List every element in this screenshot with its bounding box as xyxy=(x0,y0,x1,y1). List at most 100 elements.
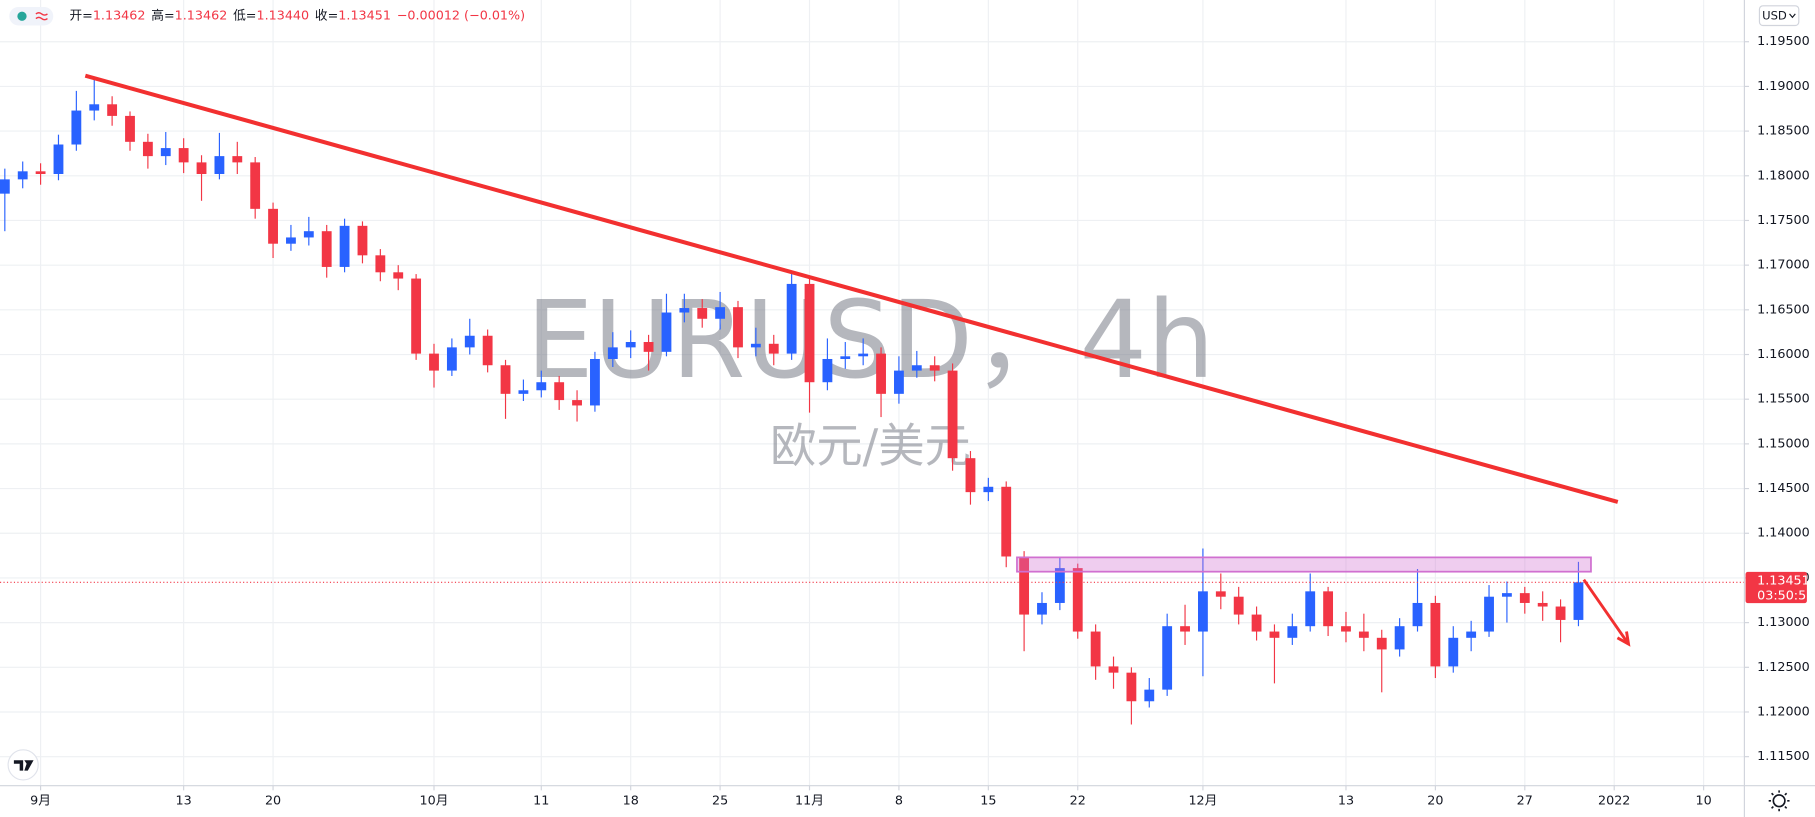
header: 开= 1.13462 高= 1.13462 低= 1.13440 收= 1.13451 −0.0… xyxy=(9,6,525,26)
ohlc-legend: 开= 1.13462 高= 1.13462 低= 1.13440 收= 1.13451 −0.0… xyxy=(69,8,525,24)
logo-mark[interactable] xyxy=(13,760,34,771)
currency-label[interactable]: USD xyxy=(1762,9,1787,23)
candle-body xyxy=(1466,631,1477,638)
candle-body xyxy=(53,144,64,174)
candle-body xyxy=(125,115,135,142)
legend-value: 1.13440 xyxy=(256,9,309,24)
x-tick-label: 9月 xyxy=(30,793,51,808)
watermark-name: 欧元/美元 xyxy=(770,419,971,473)
x-tick-label: 11月 xyxy=(795,793,824,808)
candle-body xyxy=(947,370,958,459)
candle-body xyxy=(393,272,404,279)
legend-change: −0.00012 (−0.01%) xyxy=(397,9,525,24)
x-tick-label: 27 xyxy=(1517,793,1533,808)
drawings xyxy=(0,73,1745,647)
candle-body xyxy=(0,179,10,194)
candle-body xyxy=(607,347,618,359)
legend-value: 1.13462 xyxy=(93,9,146,24)
candle-body xyxy=(733,307,743,348)
candle-body xyxy=(357,225,368,256)
candle-body xyxy=(1001,486,1012,557)
candle-body xyxy=(1376,637,1387,650)
candle-body xyxy=(1019,556,1030,615)
y-tick-label: 1.15000 xyxy=(1757,436,1810,451)
candle-body xyxy=(804,283,815,383)
currency-caret[interactable] xyxy=(1789,13,1796,19)
candle-body xyxy=(107,104,118,116)
candle-body xyxy=(1198,591,1208,632)
status-dot xyxy=(17,11,27,21)
candle-body xyxy=(1323,591,1334,627)
gear-teeth[interactable] xyxy=(1768,790,1790,812)
candle-body xyxy=(250,162,261,209)
x-tick-label: 10月 xyxy=(420,793,449,808)
candle-body xyxy=(894,370,904,394)
tv-logo[interactable] xyxy=(7,749,39,781)
candle-body xyxy=(679,308,690,313)
y-tick-label: 1.18500 xyxy=(1757,124,1810,139)
candle-body xyxy=(715,307,726,319)
x-tick-label: 20 xyxy=(1427,793,1443,808)
watermark-symbol: EURUSD，4h xyxy=(526,279,1214,403)
candle-body xyxy=(1126,672,1137,702)
candle-body xyxy=(518,390,529,394)
candle-body xyxy=(1358,631,1369,638)
candle-body xyxy=(643,342,654,352)
gear[interactable] xyxy=(1772,794,1786,808)
countdown-label: 03:50:55 xyxy=(1757,589,1814,604)
y-tick-label: 1.12000 xyxy=(1757,704,1810,719)
candle-body xyxy=(500,365,511,394)
y-tick-label: 1.19500 xyxy=(1757,34,1810,49)
candle-body xyxy=(1287,626,1298,638)
candles xyxy=(0,78,1584,725)
candle-body xyxy=(1180,626,1190,632)
candle-body xyxy=(482,335,493,366)
candle-body xyxy=(214,156,225,174)
candle-body xyxy=(142,141,153,157)
candle-body xyxy=(1108,666,1119,673)
y-tick-label: 1.11500 xyxy=(1757,749,1810,764)
currency-button[interactable]: USD xyxy=(1758,5,1800,27)
x-tick-label: 22 xyxy=(1070,793,1086,808)
candle-body xyxy=(786,283,797,354)
candle-body xyxy=(965,458,976,493)
candle-body xyxy=(1233,596,1244,615)
candle-body xyxy=(303,231,314,238)
candle-body xyxy=(429,353,439,371)
y-tick-label: 1.18000 xyxy=(1757,168,1810,183)
x-tick-label: 10 xyxy=(1696,793,1712,808)
y-tick-label: 1.17500 xyxy=(1757,213,1810,228)
x-tick-label: 18 xyxy=(623,793,639,808)
candle-body xyxy=(35,171,46,174)
legend-value: 1.13462 xyxy=(175,9,228,24)
candle-body xyxy=(768,343,779,354)
x-tick-label: 13 xyxy=(1338,793,1354,808)
candle-body xyxy=(1537,602,1548,607)
x-tick-label: 13 xyxy=(176,793,192,808)
legend-value: 1.13451 xyxy=(338,9,391,24)
currency-box[interactable] xyxy=(1758,5,1800,27)
candle-body xyxy=(71,110,82,145)
settings-icon[interactable] xyxy=(1768,790,1790,812)
x-tick-label: 11 xyxy=(533,793,549,808)
candle-body xyxy=(1305,591,1316,627)
last-price-label: 1.13451 xyxy=(1757,574,1810,589)
legend-label: 开= xyxy=(69,9,92,24)
y-tick-label: 1.14500 xyxy=(1757,481,1810,496)
y-tick-label: 1.15500 xyxy=(1757,392,1810,407)
candle-body xyxy=(268,208,278,244)
candle-body xyxy=(911,365,922,371)
candle-body xyxy=(286,237,296,244)
candle-body xyxy=(339,225,350,267)
candle-body xyxy=(750,343,761,348)
resistance-zone xyxy=(1016,556,1592,573)
candle-body xyxy=(929,365,940,371)
trend-line xyxy=(84,73,1619,504)
candle-body xyxy=(17,171,28,180)
candle-body xyxy=(1072,568,1083,632)
last-price-tag xyxy=(1745,571,1807,604)
y-tick-label: 1.12500 xyxy=(1757,660,1810,675)
x-tick-label: 25 xyxy=(712,793,728,808)
candle-body xyxy=(554,382,565,401)
